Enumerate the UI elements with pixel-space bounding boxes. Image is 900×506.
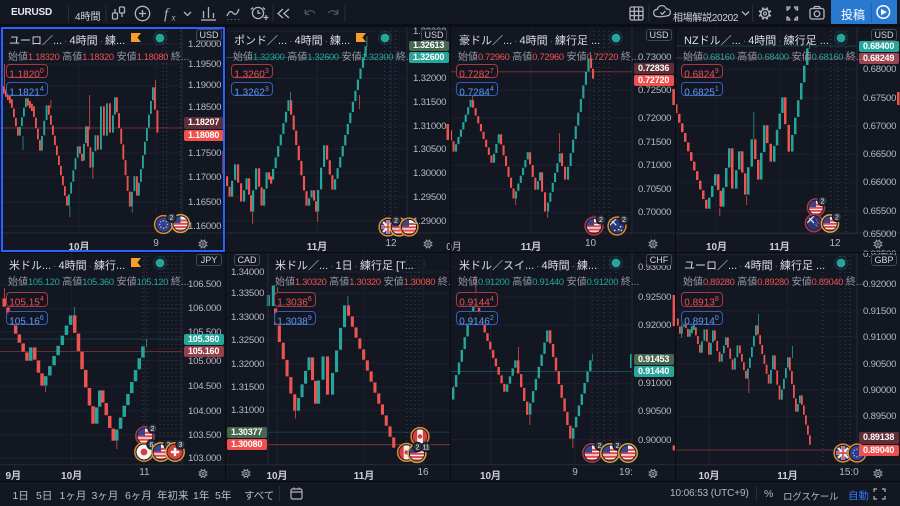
svg-text:2: 2	[821, 199, 825, 206]
svg-text:2: 2	[416, 445, 420, 452]
svg-text:2: 2	[616, 443, 620, 450]
svg-text:x: x	[171, 13, 176, 23]
svg-text:2: 2	[622, 217, 626, 224]
svg-text:2: 2	[170, 215, 174, 222]
svg-text:2: 2	[151, 426, 155, 433]
svg-text:2: 2	[599, 217, 603, 224]
svg-text:11: 11	[422, 445, 429, 452]
svg-text:f: f	[164, 7, 170, 23]
svg-text:2: 2	[835, 215, 839, 222]
svg-text:6: 6	[150, 442, 154, 449]
svg-text:3: 3	[179, 442, 183, 449]
svg-text:2: 2	[598, 443, 602, 450]
svg-text:2: 2	[394, 218, 398, 225]
